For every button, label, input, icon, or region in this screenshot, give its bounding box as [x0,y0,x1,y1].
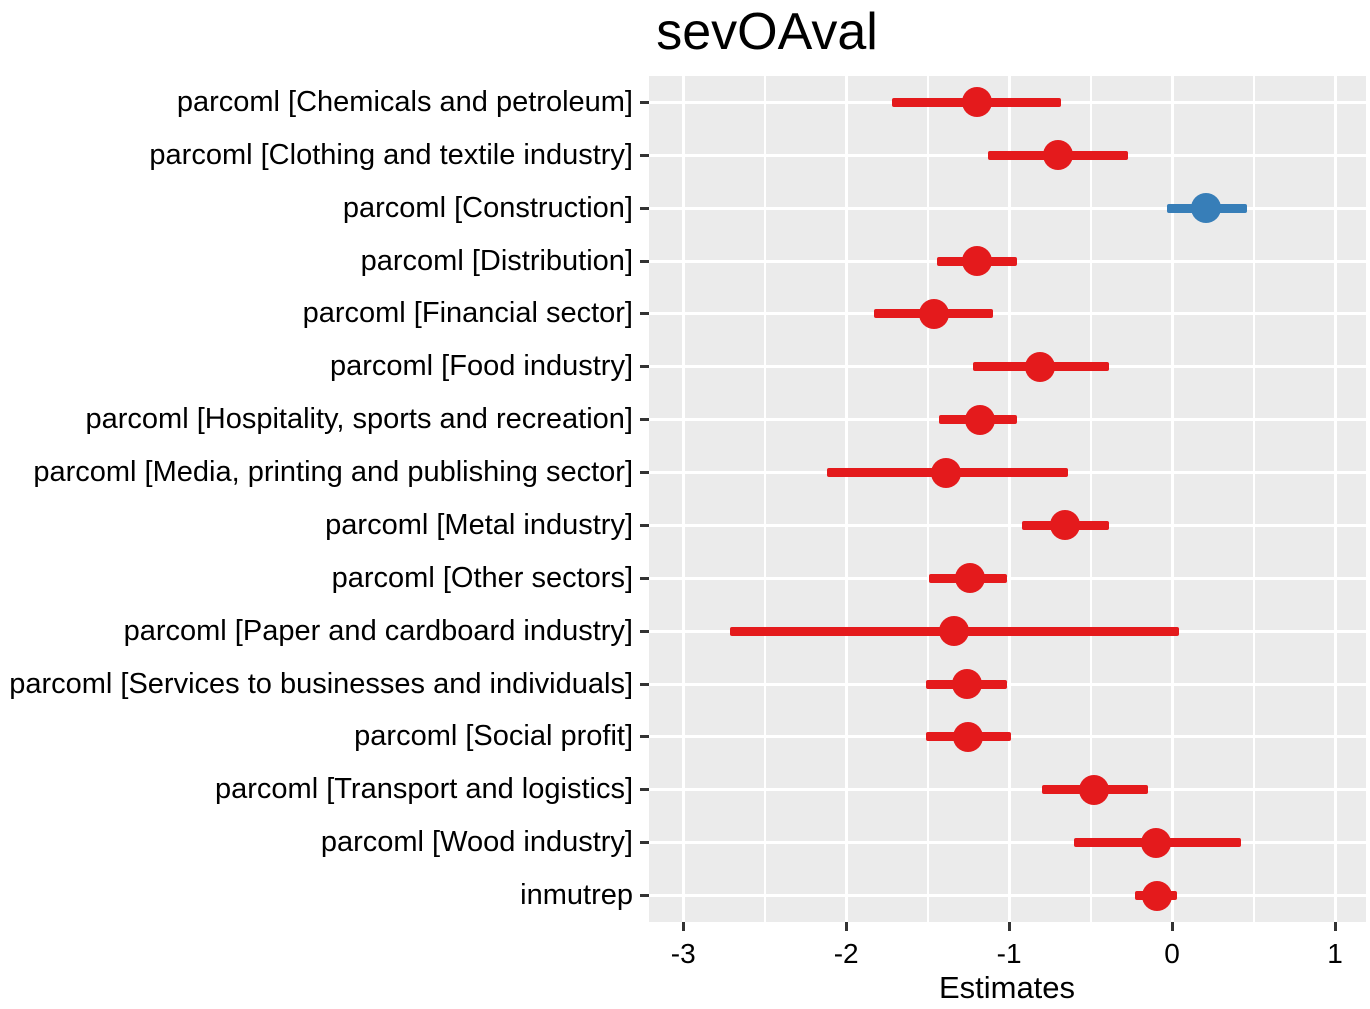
estimate-dot [1078,774,1109,805]
x-tick-mark [1333,922,1337,931]
estimate-dot [938,616,969,647]
gridline-major-horizontal [649,682,1366,686]
y-axis-label: parcoml [Hospitality, sports and recreat… [85,403,633,436]
x-tick-mark [1007,922,1011,931]
y-axis-label: parcoml [Metal industry] [325,508,633,541]
gridline-major-vertical [844,76,848,922]
y-axis-label: parcoml [Paper and cardboard industry] [123,614,633,647]
y-tick-mark [640,206,649,210]
y-axis-label: parcoml [Services to businesses and indi… [9,667,633,700]
y-tick-mark [640,259,649,263]
gridline-minor-vertical [1252,76,1255,922]
estimate-dot [930,457,961,488]
y-tick-mark [640,735,649,739]
y-axis-label: parcoml [Other sectors] [331,561,633,594]
y-axis-label: parcoml [Clothing and textile industry] [149,138,633,171]
gridline-major-horizontal [649,312,1366,316]
y-axis-label: parcoml [Social profit] [354,720,633,753]
y-tick-mark [640,365,649,369]
y-axis-label: parcoml [Construction] [342,191,633,224]
estimate-dot [964,404,995,435]
gridline-major-vertical [1333,76,1337,922]
gridline-major-vertical [681,76,685,922]
x-tick-label: -2 [833,938,859,969]
estimate-dot [1049,510,1080,541]
y-tick-mark [640,576,649,580]
y-axis-label: parcoml [Media, printing and publishing … [33,456,633,489]
gridline-major-vertical [1007,76,1011,922]
y-axis-label: parcoml [Financial sector] [302,297,633,330]
gridline-major-horizontal [649,206,1366,210]
estimate-dot [951,669,982,700]
plot-title: sevOAval [656,3,878,61]
y-axis-label: parcoml [Transport and logistics] [215,773,633,806]
estimate-dot [1025,351,1056,382]
y-tick-mark [640,471,649,475]
y-tick-mark [640,788,649,792]
gridline-major-horizontal [649,894,1366,898]
x-tick-mark [844,922,848,931]
gridline-major-horizontal [649,841,1366,845]
y-tick-mark [640,153,649,157]
y-tick-mark [640,100,649,104]
estimate-dot [919,298,950,329]
gridline-minor-vertical [926,76,929,922]
y-tick-mark [640,418,649,422]
y-axis-label: parcoml [Chemicals and petroleum] [176,85,633,118]
y-tick-mark [640,841,649,845]
gridline-minor-vertical [1089,76,1092,922]
x-tick-mark [1170,922,1174,931]
y-axis-label: parcoml [Wood industry] [320,826,633,859]
x-tick-label: 0 [1164,938,1180,969]
estimate-dot [1140,827,1171,858]
estimate-dot [953,721,984,752]
y-tick-mark [640,629,649,633]
x-tick-label: -3 [670,938,696,969]
estimate-dot [961,246,992,277]
y-tick-mark [640,682,649,686]
y-axis-label: parcoml [Food industry] [329,350,633,383]
y-tick-mark [640,523,649,527]
estimate-dot [955,563,986,594]
x-tick-label: 1 [1327,938,1343,969]
y-axis-label: parcoml [Distribution] [360,244,633,277]
y-axis-label: inmutrep [520,879,633,912]
estimate-dot [1191,193,1222,224]
estimate-dot [961,87,992,118]
x-tick-mark [681,922,685,931]
plot-panel [649,76,1366,922]
estimate-dot [1043,140,1074,171]
gridline-major-vertical [1170,76,1174,922]
y-tick-mark [640,894,649,898]
estimate-dot [1142,880,1173,911]
gridline-major-horizontal [649,523,1366,527]
x-tick-label: -1 [996,938,1022,969]
gridline-major-horizontal [649,788,1366,792]
gridline-minor-vertical [763,76,766,922]
y-tick-mark [640,312,649,316]
x-axis-title: Estimates [938,970,1076,1005]
gridline-major-horizontal [649,576,1366,580]
